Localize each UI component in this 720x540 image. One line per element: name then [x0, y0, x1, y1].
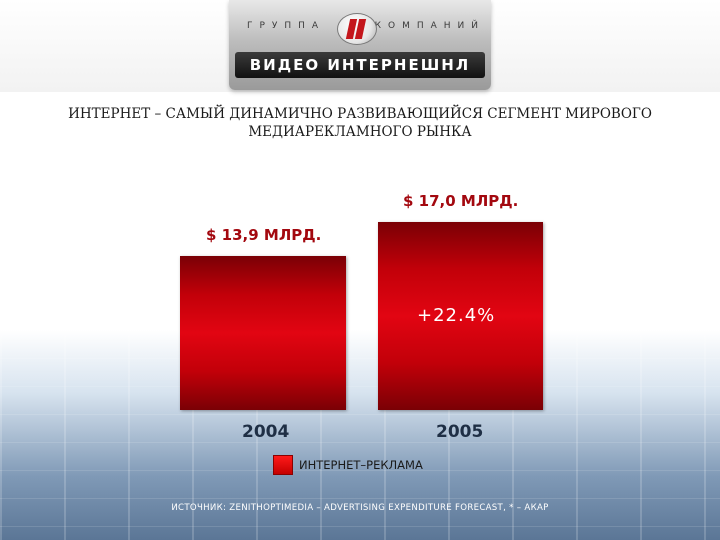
background-digits-texture: [0, 330, 720, 540]
slide-title: ИНТЕРНЕТ – САМЫЙ ДИНАМИЧНО РАЗВИВАЮЩИЙСЯ…: [40, 105, 680, 141]
bar-2004: [180, 256, 346, 410]
company-logo: ГРУППА КОМПАНИЙ ВИДЕО ИНТЕРНЕШНЛ: [229, 0, 491, 90]
slide-title-line1: ИНТЕРНЕТ – САМЫЙ ДИНАМИЧНО РАЗВИВАЮЩИЙСЯ…: [68, 106, 652, 122]
background-rows: [0, 330, 720, 540]
x-tick-2005: 2005: [436, 422, 484, 442]
legend-swatch: [273, 455, 293, 475]
logo-name: ВИДЕО ИНТЕРНЕШНЛ: [235, 52, 485, 78]
data-label-2004: $ 13,9 МЛРД.: [206, 226, 322, 244]
logo-group-left: ГРУППА: [247, 21, 326, 31]
logo-emblem-icon: [337, 13, 377, 45]
legend-label: ИНТЕРНЕТ–РЕКЛАМА: [299, 458, 423, 472]
growth-label: +22.4%: [417, 305, 496, 326]
source-note: ИСТОЧНИК: ZENITHOPTIMEDIA – ADVERTISING …: [171, 503, 549, 513]
slide-title-line2: МЕДИАРЕКЛАМНОГО РЫНКА: [248, 124, 472, 140]
chart-legend: ИНТЕРНЕТ–РЕКЛАМА: [273, 455, 423, 475]
data-label-2005: $ 17,0 МЛРД.: [403, 192, 519, 210]
bar-2005: [378, 222, 543, 410]
background-lines: [0, 330, 720, 540]
x-tick-2004: 2004: [242, 422, 290, 442]
logo-group-right: КОМПАНИЙ: [374, 21, 485, 31]
